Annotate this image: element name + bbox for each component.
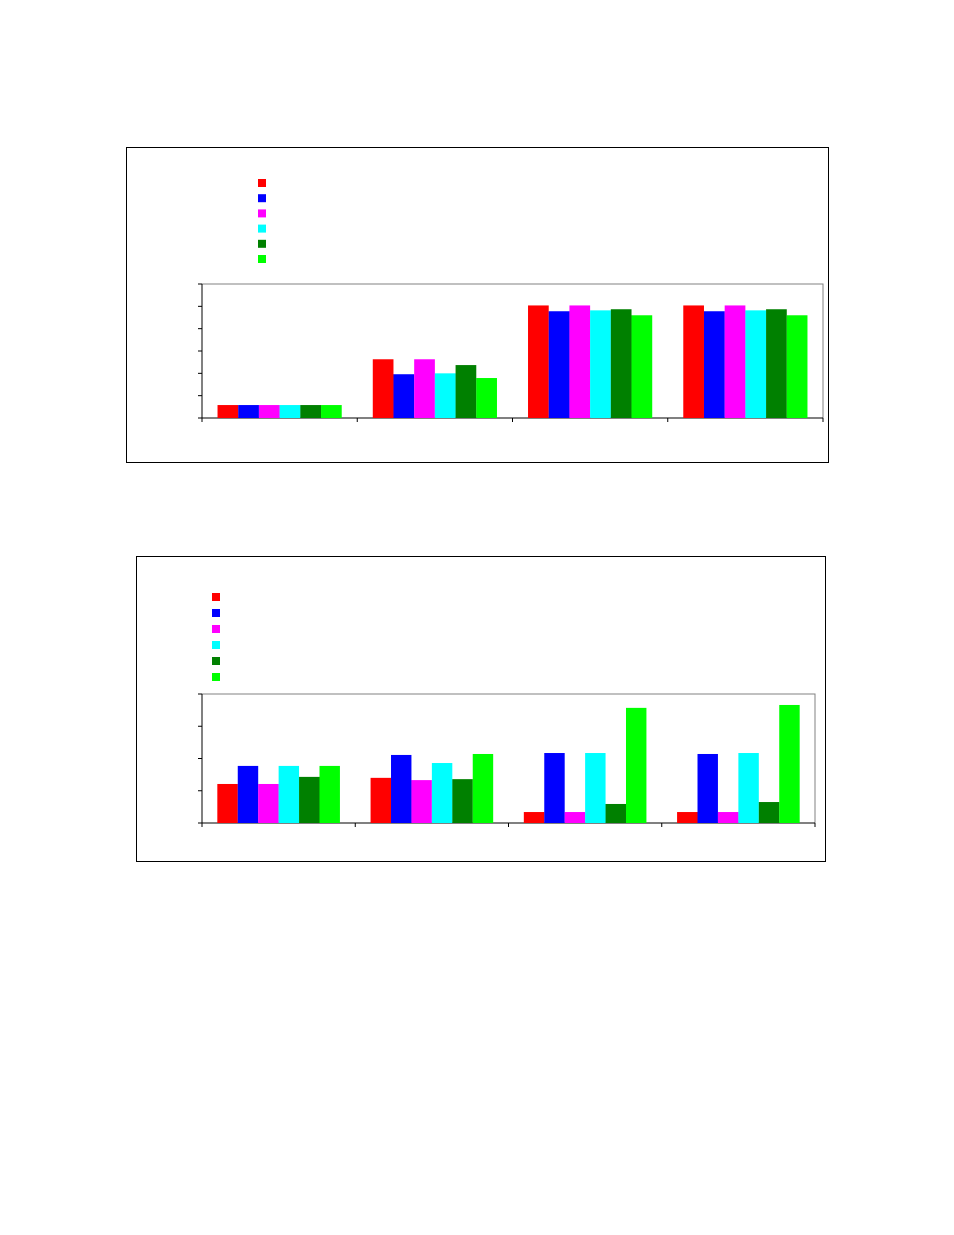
bar xyxy=(472,753,494,823)
bar xyxy=(414,359,435,418)
bar xyxy=(372,359,394,418)
bar xyxy=(724,305,746,418)
bar xyxy=(411,780,432,823)
bar xyxy=(217,405,239,418)
legend-swatch xyxy=(212,673,220,681)
bar xyxy=(278,765,300,823)
bar xyxy=(321,405,342,418)
bar xyxy=(370,777,392,823)
bar xyxy=(758,802,780,823)
legend-swatch xyxy=(212,593,220,601)
bar xyxy=(238,405,259,418)
legend-swatch xyxy=(212,641,220,649)
bar xyxy=(476,378,497,418)
bar xyxy=(677,812,698,823)
legend-swatch xyxy=(212,609,220,617)
bar xyxy=(745,310,767,418)
bar xyxy=(279,405,301,418)
bar xyxy=(434,373,456,418)
legend-swatch xyxy=(258,194,266,203)
bar xyxy=(237,765,259,823)
bar xyxy=(738,753,759,823)
bar xyxy=(452,779,473,823)
bar xyxy=(393,374,415,418)
bar xyxy=(590,310,611,418)
bar xyxy=(779,704,800,823)
bar xyxy=(258,783,279,823)
bar xyxy=(528,305,549,418)
bar xyxy=(683,305,704,418)
bar xyxy=(631,315,653,418)
bar xyxy=(391,754,412,823)
bar xyxy=(766,309,787,418)
legend-swatch xyxy=(258,224,266,233)
bar xyxy=(548,311,570,418)
bar xyxy=(786,315,808,418)
bar xyxy=(569,305,591,418)
bar xyxy=(431,763,453,823)
bar xyxy=(544,753,565,823)
legend-swatch xyxy=(212,625,220,633)
bar xyxy=(585,753,606,823)
bar xyxy=(625,707,647,823)
bar xyxy=(217,783,238,823)
bar xyxy=(300,405,322,418)
legend-swatch xyxy=(258,239,266,248)
bar xyxy=(299,776,320,823)
bar xyxy=(717,812,739,823)
bar xyxy=(258,405,280,418)
legend-swatch xyxy=(258,179,266,187)
legend-swatch xyxy=(258,209,266,218)
legend-swatch xyxy=(258,255,266,263)
bar xyxy=(523,812,545,823)
bar xyxy=(319,765,340,823)
legend-swatch xyxy=(212,657,220,665)
bar xyxy=(605,803,626,823)
bar xyxy=(610,309,632,418)
bar xyxy=(455,365,477,418)
bar xyxy=(703,311,725,418)
bar xyxy=(697,753,718,823)
bar xyxy=(564,812,586,823)
